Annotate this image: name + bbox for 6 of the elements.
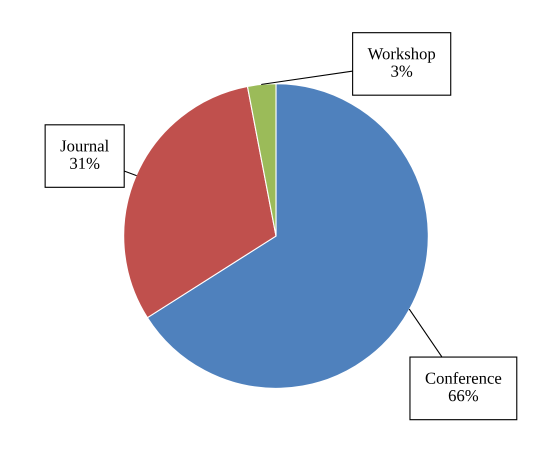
data-label: 66% [448, 390, 478, 402]
data-label: 31% [70, 158, 100, 170]
slice-label: Workshop [368, 48, 436, 63]
data-label: 3% [391, 66, 412, 77]
slice-label: Conference [426, 372, 502, 384]
slice-label: Journal [60, 140, 109, 152]
